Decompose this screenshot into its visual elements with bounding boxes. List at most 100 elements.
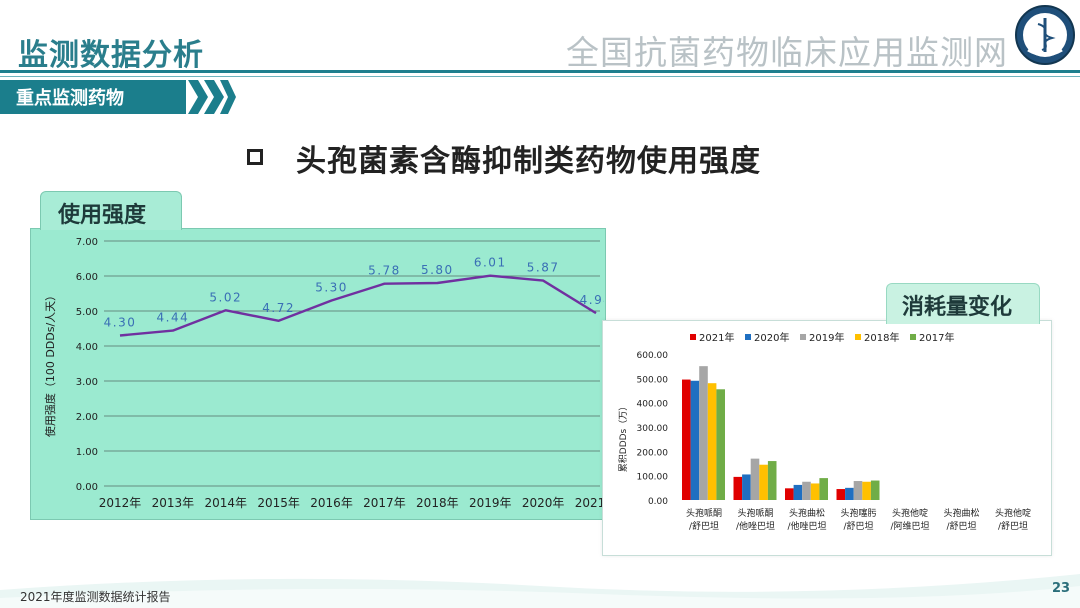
- x-tick-label: /舒巴坦: [843, 520, 873, 532]
- intensity-line-chart: 0.00 1.00 2.00 3.00 4.00 5.00 6.00 7.00 使用强度（100…: [43, 237, 604, 510]
- series-line: [119, 274, 597, 337]
- bar: [793, 484, 803, 500]
- y-tick-label: 0.00: [76, 482, 98, 493]
- x-tick-label: 2017年: [363, 496, 406, 510]
- network-logo-icon: [1015, 5, 1075, 65]
- section-banner: [0, 80, 186, 114]
- data-label: 4.94: [580, 293, 604, 307]
- y-tick-label: 6.00: [76, 272, 98, 283]
- y-tick-label: 300.00: [637, 424, 669, 434]
- header-title: 监测数据分析: [18, 38, 204, 73]
- legend-swatch: [690, 334, 696, 340]
- bar: [733, 476, 743, 500]
- legend-label: 2019年: [809, 331, 844, 344]
- bullet-square-icon: [247, 149, 263, 165]
- x-tick-label: 头孢噻肟: [840, 507, 876, 519]
- bar: [853, 481, 863, 500]
- chevrons-icon: [188, 80, 236, 114]
- y-tick-label: 600.00: [637, 351, 669, 361]
- y-tick-label: 7.00: [76, 237, 98, 248]
- x-tick-label: 头孢哌酮: [737, 507, 773, 519]
- x-tick-label: 2015年: [257, 496, 300, 510]
- y-axis-label: 使用强度（100 DDDs/人天）: [43, 290, 57, 437]
- data-label: 5.30: [315, 281, 348, 295]
- legend-label: 2020年: [754, 331, 789, 344]
- legend-label: 2021年: [699, 331, 734, 344]
- x-tick-label: 头孢他啶: [892, 507, 928, 519]
- legend-label: 2017年: [919, 331, 954, 344]
- header-rule-thin: [0, 76, 1080, 77]
- intensity-tab: [40, 191, 182, 230]
- data-label: 4.44: [157, 311, 190, 325]
- x-tick-label: /阿维巴坦: [890, 520, 929, 532]
- consumption-panel: [602, 320, 1052, 556]
- x-tick-label: 2014年: [205, 496, 248, 510]
- x-tick-label: 2012年: [99, 496, 142, 510]
- bar: [862, 481, 871, 500]
- bar: [785, 488, 794, 500]
- x-tick-label: /舒巴坦: [946, 520, 976, 532]
- bar: [870, 480, 880, 500]
- y-tick-label: 2.00: [76, 412, 98, 423]
- bar: [802, 481, 811, 500]
- bar: [716, 389, 725, 500]
- header-rule: [0, 70, 1080, 73]
- data-label: 6.01: [474, 256, 507, 270]
- consumption-tab: [886, 283, 1040, 324]
- data-label: 4.30: [104, 316, 137, 330]
- y-tick-label: 3.00: [76, 377, 98, 388]
- legend-swatch: [855, 334, 861, 340]
- y-tick-label: 1.00: [76, 447, 98, 458]
- data-label: 5.78: [368, 264, 401, 278]
- x-tick-label: 头孢哌酮: [686, 507, 722, 519]
- footer-wave: [0, 574, 1080, 608]
- x-tick-label: 2020年: [522, 496, 565, 510]
- x-tick-label: 2016年: [310, 496, 353, 510]
- bar: [690, 380, 700, 500]
- x-tick-label: 头孢曲松: [943, 507, 979, 519]
- consumption-bar-chart: 0.00 100.00 200.00 300.00 400.00 500.00 600.00…: [617, 331, 1031, 532]
- data-label: 5.87: [527, 261, 560, 275]
- data-label: 5.80: [421, 263, 454, 277]
- x-tick-label: /他唑巴坦: [787, 520, 826, 532]
- x-tick-label: /舒巴坦: [998, 520, 1028, 532]
- bar: [699, 366, 708, 500]
- bar: [707, 383, 717, 500]
- bar: [767, 461, 777, 500]
- data-label: 4.72: [262, 301, 295, 315]
- legend-swatch: [910, 334, 916, 340]
- x-tick-label: /舒巴坦: [689, 520, 719, 532]
- x-tick-label: 2021年: [575, 496, 604, 510]
- y-tick-label: 5.00: [76, 307, 98, 318]
- consumption-tab-label: 消耗量变化: [902, 295, 1013, 320]
- x-tick-label: /他唑巴坦: [736, 520, 775, 532]
- section-label: 重点监测药物: [16, 88, 124, 109]
- page-number: 23: [1052, 581, 1071, 596]
- slide-heading: 头孢菌素含酶抑制类药物使用强度: [296, 144, 761, 179]
- legend-label: 2018年: [864, 331, 899, 344]
- bar: [819, 478, 828, 500]
- x-tick-label: 头孢他啶: [995, 507, 1031, 519]
- legend-swatch: [745, 334, 751, 340]
- y-tick-label: 4.00: [76, 342, 98, 353]
- data-label: 5.02: [209, 290, 242, 304]
- x-tick-label: 2019年: [469, 496, 512, 510]
- org-title: 全国抗菌药物临床应用监测网: [566, 33, 1008, 72]
- footer-report-name: 2021年度监测数据统计报告: [20, 590, 171, 604]
- y-tick-label: 400.00: [637, 400, 669, 410]
- y-tick-label: 0.00: [648, 497, 668, 507]
- x-tick-label: 头孢曲松: [789, 507, 825, 519]
- y-tick-label: 100.00: [637, 473, 669, 483]
- x-tick-label: 2018年: [416, 496, 459, 510]
- bar: [810, 483, 820, 500]
- bar: [836, 489, 846, 500]
- bar: [759, 464, 768, 500]
- legend-swatch: [800, 334, 806, 340]
- bar: [750, 458, 760, 500]
- x-tick-label: 2013年: [152, 496, 195, 510]
- bar: [845, 487, 854, 500]
- y-tick-label: 500.00: [637, 375, 669, 385]
- intensity-tab-label: 使用强度: [58, 203, 147, 228]
- y-axis-label: 累积DDDs（万）: [617, 402, 629, 472]
- y-tick-label: 200.00: [637, 448, 669, 458]
